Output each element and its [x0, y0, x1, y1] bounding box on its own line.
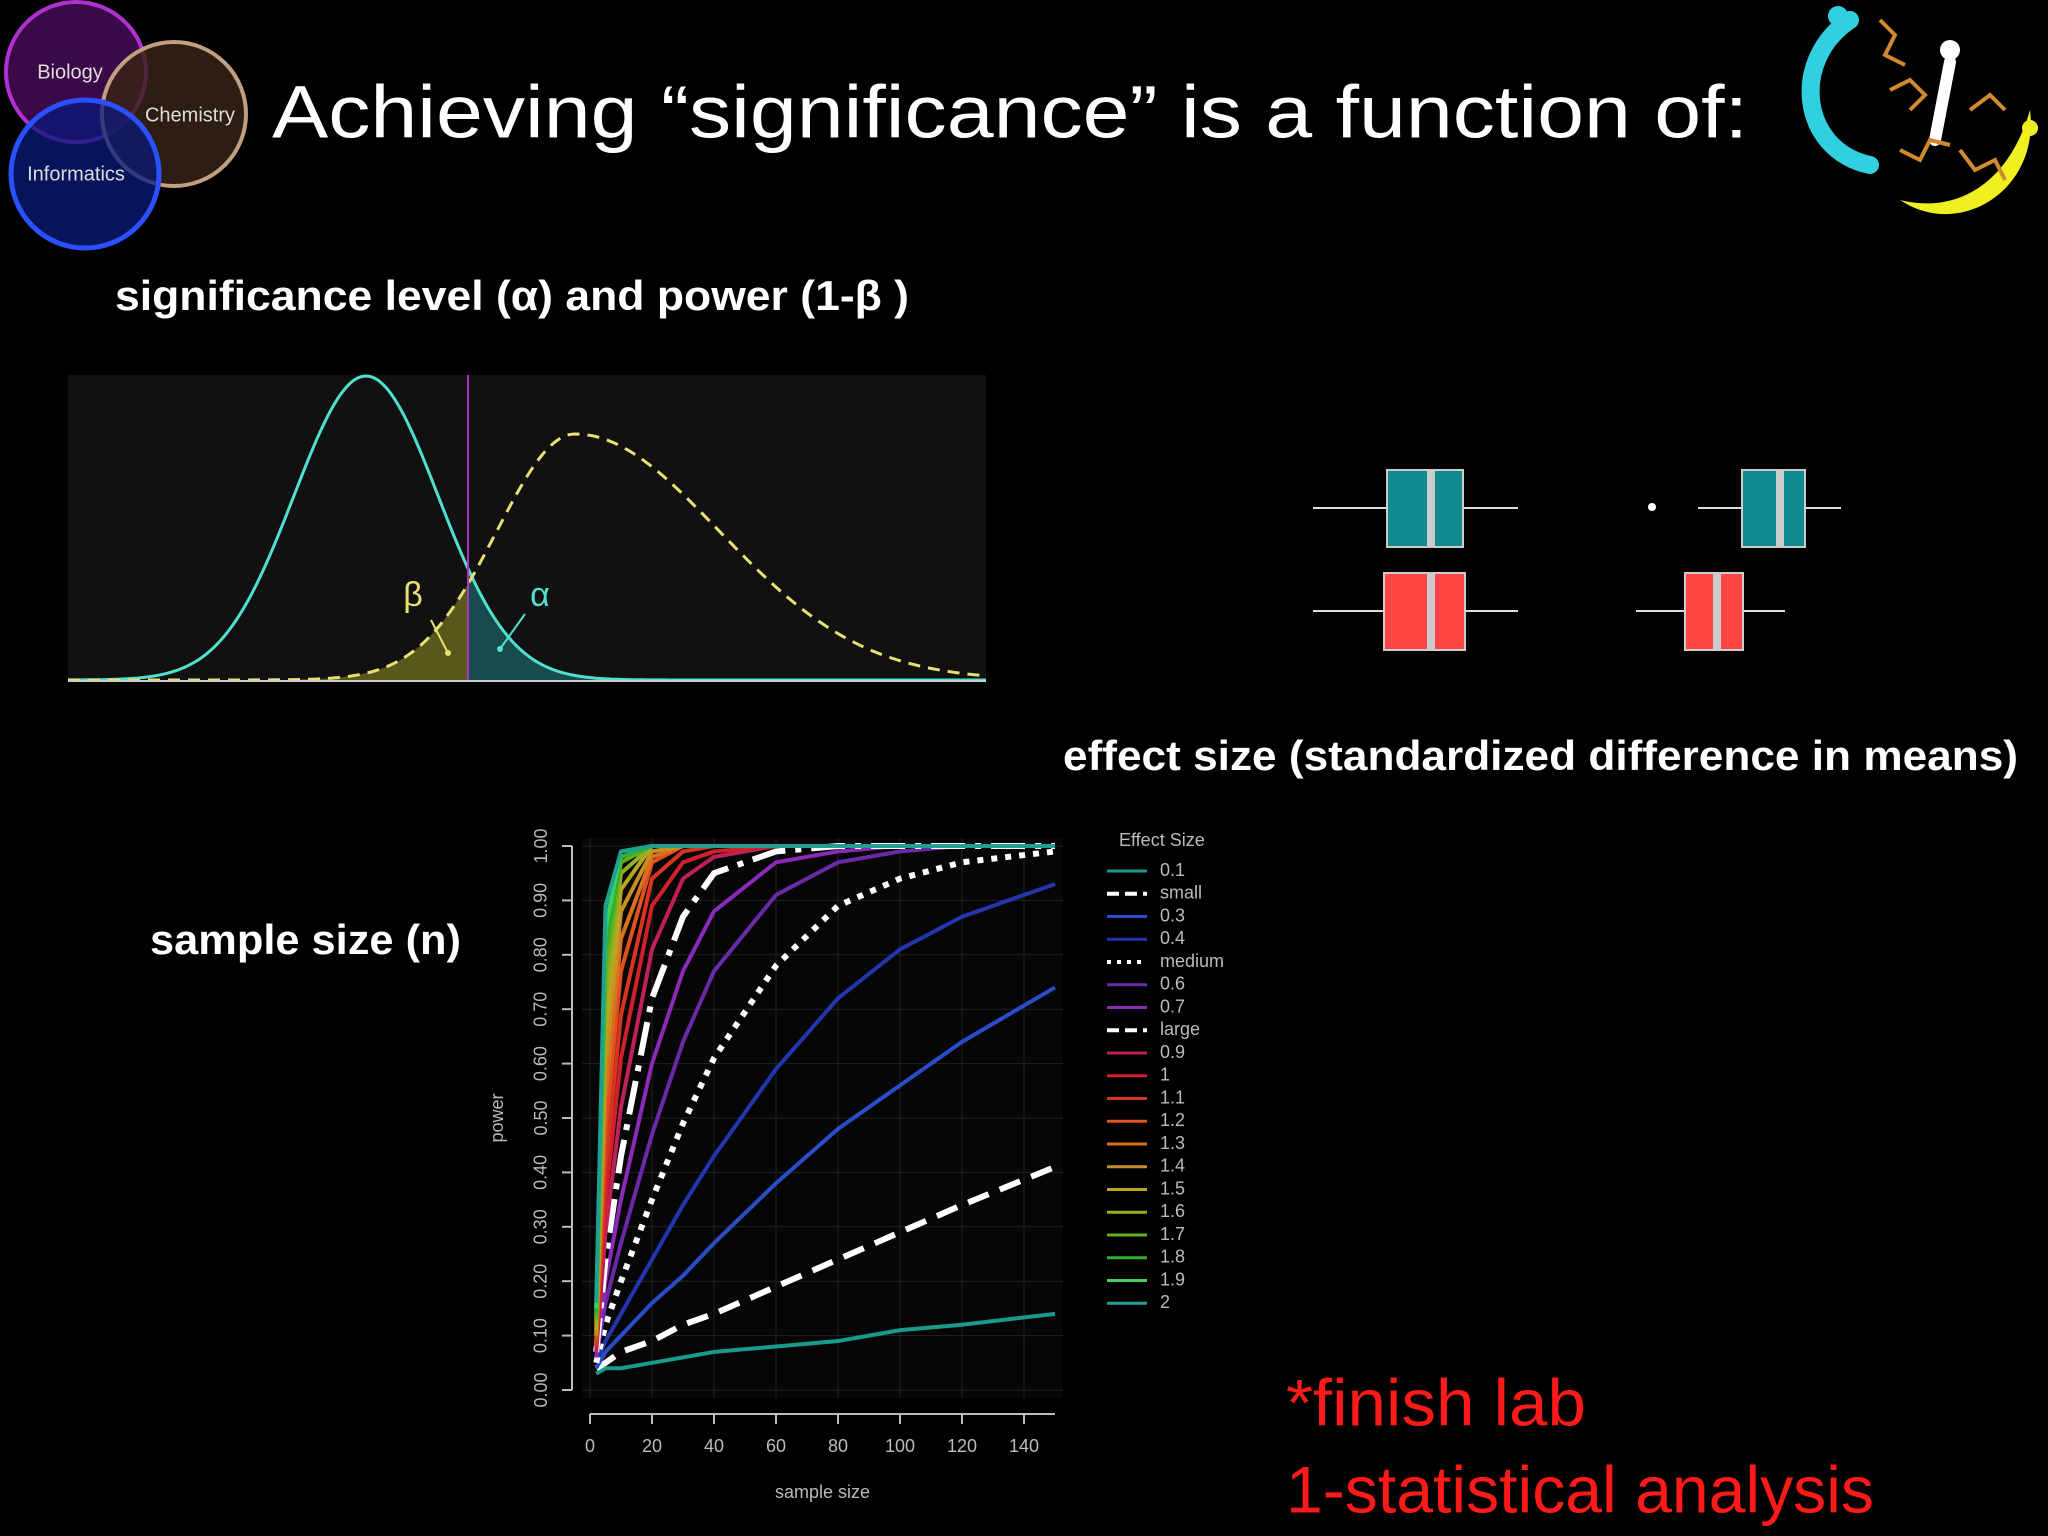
logo-arc — [1801, 11, 1879, 174]
legend-label: 1.2 — [1160, 1110, 1185, 1130]
venn-label: Biology — [37, 61, 103, 83]
beta-label: β — [403, 576, 423, 614]
legend-label: 1.3 — [1160, 1133, 1185, 1153]
legend-label: 0.3 — [1160, 905, 1185, 925]
box — [1386, 469, 1464, 548]
legend-label: 0.1 — [1160, 860, 1185, 880]
y-tick-label: 0.70 — [531, 992, 551, 1027]
y-tick-label: 0.20 — [531, 1264, 551, 1299]
note: 1-statistical analysis — [1286, 1452, 1874, 1526]
note: *finish lab — [1286, 1365, 1586, 1439]
legend-label: 1.6 — [1160, 1201, 1185, 1221]
y-tick-label: 0.50 — [531, 1100, 551, 1135]
section-label: significance level (α) and power (1-β ) — [115, 272, 909, 319]
logo-dot — [1940, 40, 1960, 60]
venn-circle — [8, 97, 162, 251]
series-line — [595, 1311, 1056, 1376]
pointer-dot — [445, 650, 451, 656]
boxplots — [1313, 469, 1841, 651]
legend-label: 0.9 — [1160, 1042, 1185, 1062]
series-line — [594, 844, 1055, 1304]
venn-logo: Biology Chemistry Informatics — [4, 0, 248, 251]
y-axis-label: power — [487, 1093, 507, 1142]
y-tick-label: 0.40 — [531, 1155, 551, 1190]
x-tick-label: 40 — [704, 1436, 724, 1456]
alt-curve — [68, 432, 987, 682]
series-line — [594, 844, 1055, 1358]
x-tick-label: 20 — [642, 1436, 662, 1456]
section-label: effect size (standardized difference in … — [1063, 732, 2018, 779]
legend-label: 1.4 — [1160, 1156, 1185, 1176]
legend-label: 0.6 — [1160, 974, 1185, 994]
venn-label: Informatics — [27, 163, 125, 185]
x-tick-label: 100 — [885, 1436, 915, 1456]
x-tick-label: 0 — [585, 1436, 595, 1456]
series-line — [594, 1164, 1057, 1371]
y-tick-label: 0.60 — [531, 1046, 551, 1081]
logo-molecule — [1878, 18, 2007, 181]
alpha-label: α — [530, 576, 550, 614]
beta-area — [300, 584, 468, 680]
legend-label: large — [1160, 1019, 1200, 1039]
y-tick-label: 0.10 — [531, 1318, 551, 1353]
x-tick-label: 60 — [766, 1436, 786, 1456]
section-label: sample size (n) — [150, 916, 461, 963]
venn-label: Chemistry — [145, 104, 235, 126]
x-tick-label: 80 — [828, 1436, 848, 1456]
y-tick-label: 0.80 — [531, 937, 551, 972]
slide-title: Achieving “significance” is a function o… — [272, 71, 1748, 154]
y-tick-label: 0.00 — [531, 1372, 551, 1407]
logo — [1801, 6, 2038, 215]
legend-title: Effect Size — [1119, 830, 1205, 850]
y-tick-label: 0.30 — [531, 1209, 551, 1244]
logo-crescent — [1900, 110, 2031, 215]
legend-label: 1.5 — [1160, 1178, 1185, 1198]
plot-background — [68, 375, 986, 682]
legend-label: 0.7 — [1160, 996, 1185, 1016]
power-chart: 0.000.100.200.300.400.500.600.700.800.90… — [487, 828, 1224, 1501]
pointer — [430, 619, 449, 654]
logo-dot — [1828, 6, 1848, 26]
box — [1383, 572, 1466, 651]
y-tick-label: 0.90 — [531, 883, 551, 918]
legend-label: 1 — [1160, 1065, 1170, 1085]
x-axis-label: sample size — [775, 1482, 870, 1502]
alpha-area — [468, 568, 640, 680]
logo-dot — [2022, 120, 2038, 136]
x-tick-label: 120 — [947, 1436, 977, 1456]
x-tick-label: 140 — [1009, 1436, 1039, 1456]
series-line — [594, 985, 1057, 1370]
pointer — [499, 613, 526, 650]
legend-label: 1.7 — [1160, 1224, 1185, 1244]
legend-label: 2 — [1160, 1292, 1170, 1312]
legend-label: medium — [1160, 951, 1224, 971]
legend-label: 0.4 — [1160, 928, 1185, 948]
series-line — [593, 848, 1056, 1364]
legend-label: 1.8 — [1160, 1247, 1185, 1267]
box — [1741, 469, 1806, 548]
legend-label: small — [1160, 883, 1202, 903]
legend-label: 1.9 — [1160, 1269, 1185, 1289]
legend-label: 1.1 — [1160, 1087, 1185, 1107]
outlier — [1648, 503, 1656, 511]
logo-stroke — [1929, 56, 1956, 146]
pointer-dot — [497, 646, 503, 652]
y-tick-label: 1.00 — [531, 828, 551, 863]
series-line — [594, 882, 1056, 1364]
